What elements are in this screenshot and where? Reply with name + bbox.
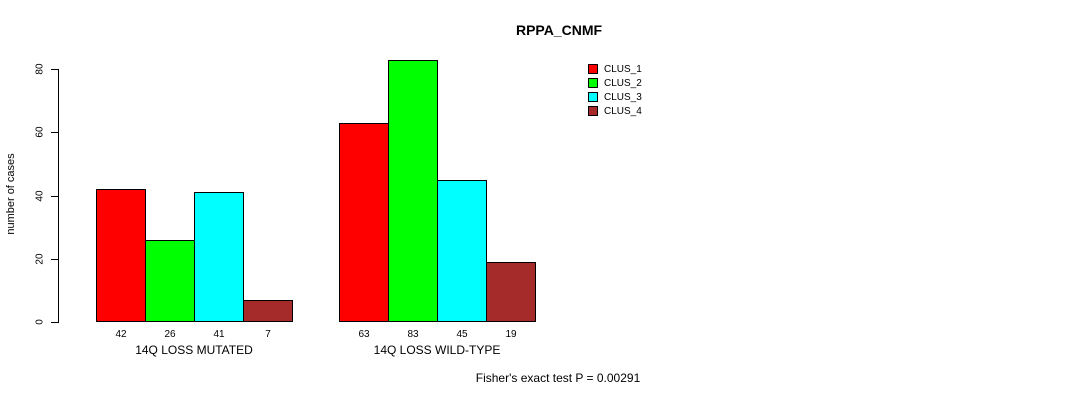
bar-value-label: 63 — [358, 329, 370, 340]
y-axis-tick-label: 40 — [34, 190, 46, 202]
y-axis-tick — [51, 322, 58, 323]
bar-value-label: 45 — [456, 329, 468, 340]
y-axis-tick — [51, 69, 58, 70]
y-axis-tick — [51, 196, 58, 197]
bar-value-label: 41 — [213, 329, 225, 340]
bar-clus_2-group2 — [388, 60, 438, 322]
bar-clus_2-group1 — [145, 240, 195, 322]
bar-value-label: 42 — [115, 329, 127, 340]
legend-item-clus_1: CLUS_1 — [588, 62, 642, 76]
legend-swatch — [588, 78, 598, 88]
legend-item-clus_4: CLUS_4 — [588, 104, 642, 118]
bar-value-label: 7 — [265, 329, 271, 340]
legend: CLUS_1 CLUS_2 CLUS_3 CLUS_4 — [588, 62, 642, 118]
bar-value-label: 19 — [505, 329, 517, 340]
legend-label: CLUS_2 — [604, 77, 642, 89]
group-label: 14Q LOSS MUTATED — [135, 343, 253, 357]
y-axis-line — [58, 69, 59, 323]
legend-label: CLUS_1 — [604, 63, 642, 75]
bar-clus_4-group1 — [243, 300, 293, 322]
bar-clus_4-group2 — [486, 262, 536, 322]
legend-label: CLUS_3 — [604, 91, 642, 103]
bar-value-label: 83 — [407, 329, 419, 340]
chart-title: RPPA_CNMF — [515, 22, 603, 38]
y-axis-tick-label: 20 — [34, 253, 46, 265]
legend-item-clus_2: CLUS_2 — [588, 76, 642, 90]
legend-swatch — [588, 106, 598, 116]
legend-swatch — [588, 64, 598, 74]
y-axis-tick-label: 60 — [34, 126, 46, 138]
legend-label: CLUS_4 — [604, 105, 642, 117]
group-label: 14Q LOSS WILD-TYPE — [373, 343, 501, 357]
y-axis-tick-label: 80 — [34, 63, 46, 75]
y-axis-tick — [51, 132, 58, 133]
fisher-test-annotation: Fisher's exact test P = 0.00291 — [475, 371, 641, 385]
bar-clus_1-group1 — [96, 189, 146, 322]
y-axis-tick-label: 0 — [34, 319, 46, 325]
bar-clus_3-group2 — [437, 180, 487, 322]
y-axis-label: number of cases — [5, 153, 17, 235]
y-axis-tick — [51, 259, 58, 260]
bar-value-label: 26 — [164, 329, 176, 340]
legend-item-clus_3: CLUS_3 — [588, 90, 642, 104]
bar-clus_1-group2 — [339, 123, 389, 322]
bar-clus_3-group1 — [194, 192, 244, 322]
legend-swatch — [588, 92, 598, 102]
